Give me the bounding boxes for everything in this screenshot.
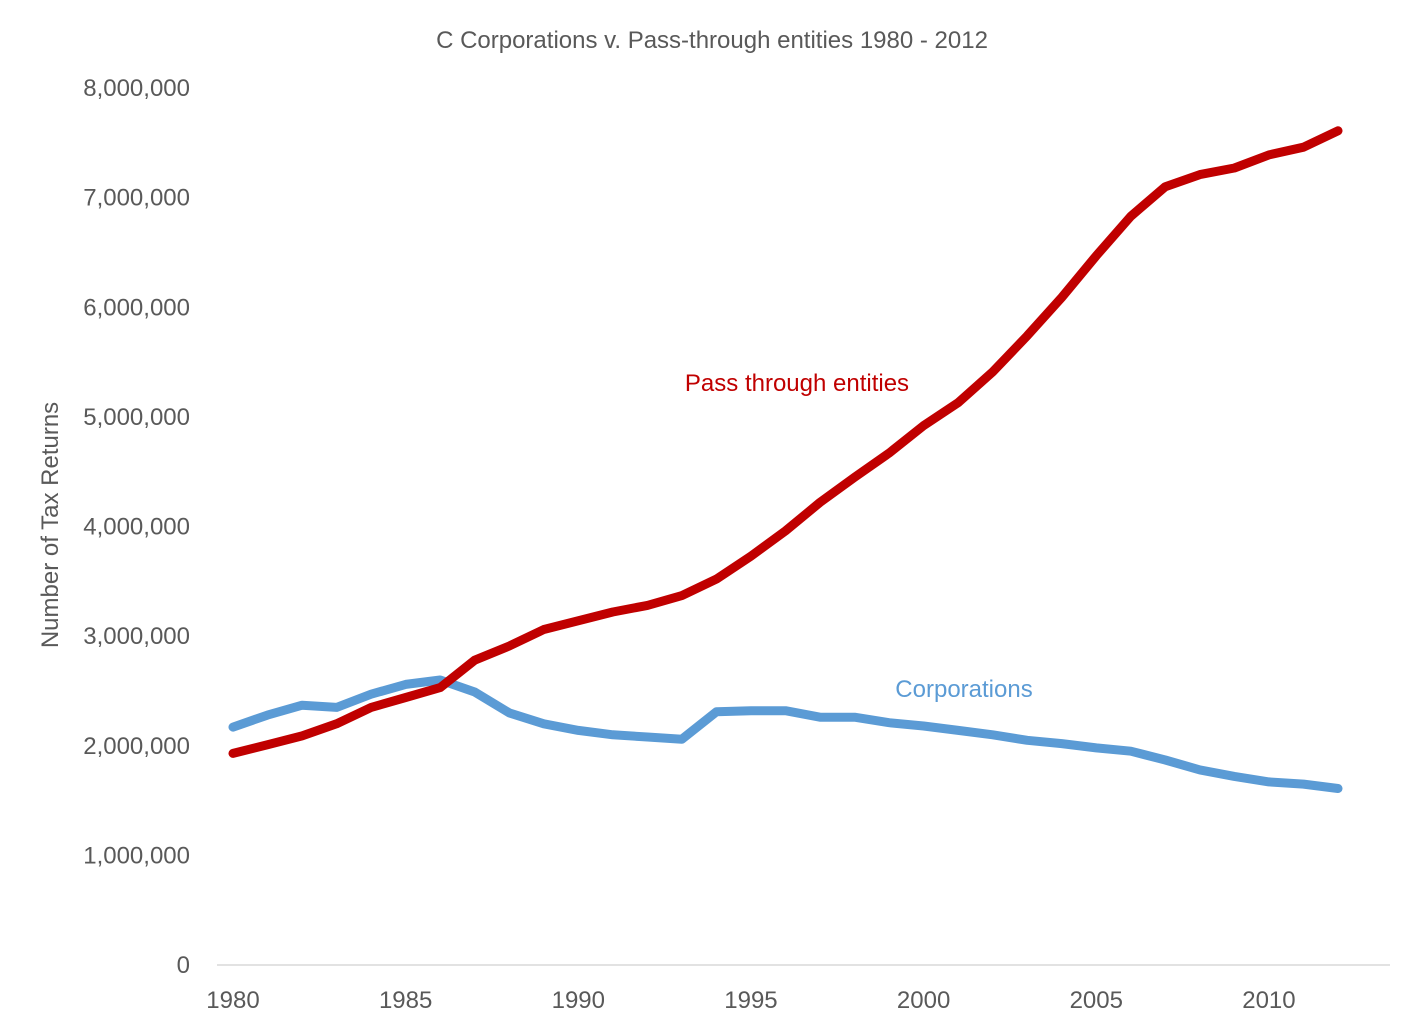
y-tick-labels: 0 1,000,000 2,000,000 3,000,000 4,000,000 5,0… — [83, 75, 190, 979]
y-tick-label: 0 — [177, 952, 190, 979]
series-label-corporations: Corporations — [895, 676, 1032, 703]
x-tick-label: 2000 — [897, 987, 950, 1014]
x-tick-label: 2005 — [1070, 987, 1123, 1014]
y-axis-label: Number of Tax Returns — [37, 402, 64, 648]
y-tick-label: 7,000,000 — [83, 185, 190, 212]
x-tick-labels: 1980 1985 1990 1995 2000 2005 2010 — [206, 987, 1295, 1014]
y-tick-label: 8,000,000 — [83, 75, 190, 102]
corporations-line — [228, 675, 1343, 793]
y-tick-label: 4,000,000 — [83, 514, 190, 541]
y-tick-label: 2,000,000 — [83, 733, 190, 760]
y-tick-label: 1,000,000 — [83, 842, 190, 869]
x-tick-label: 1985 — [379, 987, 432, 1014]
chart-title: C Corporations v. Pass-through entities … — [436, 27, 988, 54]
x-tick-label: 2010 — [1242, 987, 1295, 1014]
x-tick-label: 1980 — [206, 987, 259, 1014]
x-tick-label: 1990 — [552, 987, 605, 1014]
series-label-pass-through: Pass through entities — [685, 370, 909, 397]
y-tick-label: 5,000,000 — [83, 404, 190, 431]
y-tick-label: 3,000,000 — [83, 623, 190, 650]
y-tick-label: 6,000,000 — [83, 294, 190, 321]
pass-through-line — [228, 126, 1343, 758]
series-lines — [228, 126, 1343, 793]
x-tick-label: 1995 — [724, 987, 777, 1014]
